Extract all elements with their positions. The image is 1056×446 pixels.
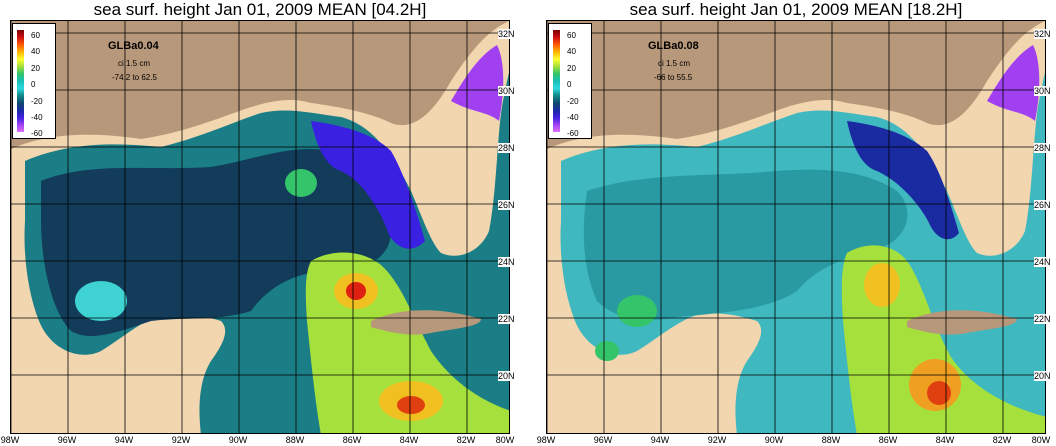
- color-legend: 60 40 20 0 -20 -40 -60: [548, 23, 592, 139]
- south-high-center: [397, 396, 425, 414]
- graticule: [547, 21, 1045, 433]
- lon-label: 80W: [495, 435, 515, 445]
- legend-tick: 20: [31, 64, 40, 73]
- map-frame: [546, 20, 1046, 434]
- lon-label: 84W: [399, 435, 419, 445]
- map-frame: [10, 20, 510, 434]
- legend-colorbar: [17, 30, 24, 132]
- legend-tick: 0: [567, 80, 572, 89]
- warm-core-center: [346, 282, 366, 300]
- legend-tick: -60: [567, 129, 579, 138]
- lon-label: 94W: [650, 435, 670, 445]
- lon-label: 96W: [57, 435, 77, 445]
- legend-tick: -40: [31, 113, 43, 122]
- lat-label: 30N: [498, 86, 528, 96]
- lat-label: 22N: [1034, 314, 1056, 324]
- legend-tick: -20: [567, 97, 579, 106]
- legend-colorbar: [553, 30, 560, 132]
- model-label: GLBa0.04: [108, 40, 159, 52]
- lon-label: 86W: [342, 435, 362, 445]
- lon-label: 86W: [878, 435, 898, 445]
- color-legend: 60 40 20 0 -20 -40 -60: [12, 23, 56, 139]
- legend-tick: 60: [567, 31, 576, 40]
- lat-label: 32N: [1034, 29, 1056, 39]
- legend-tick: 20: [567, 64, 576, 73]
- lon-label: 90W: [764, 435, 784, 445]
- lat-label: 28N: [498, 143, 528, 153]
- map-panel-left: sea surf. height Jan 01, 2009 MEAN [04.2…: [0, 0, 528, 446]
- cuba-island: [907, 310, 1017, 335]
- lon-label: 96W: [593, 435, 613, 445]
- legend-tick: -20: [31, 97, 43, 106]
- legend-tick: 0: [31, 80, 36, 89]
- shelf-low-anomaly: [847, 121, 959, 240]
- lat-label: 20N: [1034, 371, 1056, 381]
- mid-water-region: [583, 169, 908, 320]
- value-range: -66 to 55.5: [654, 73, 693, 82]
- legend-tick: -40: [567, 113, 579, 122]
- lat-label: 30N: [1034, 86, 1056, 96]
- lon-label: 98W: [536, 435, 556, 445]
- lat-label: 26N: [498, 200, 528, 210]
- map-panel-right: sea surf. height Jan 01, 2009 MEAN [18.2…: [536, 0, 1056, 446]
- lon-label: 82W: [992, 435, 1012, 445]
- panel-title: sea surf. height Jan 01, 2009 MEAN [18.2…: [629, 0, 963, 19]
- east-low-anomaly: [987, 45, 1040, 121]
- panel-title: sea surf. height Jan 01, 2009 MEAN [04.2…: [93, 0, 427, 19]
- warm-core-peak: [864, 263, 900, 307]
- sea-surface-height-map: [11, 21, 509, 433]
- contour-interval: ci 1.5 cm: [118, 59, 151, 68]
- model-label: GLBa0.08: [648, 40, 699, 52]
- legend-tick: -60: [31, 129, 43, 138]
- graticule: [11, 21, 509, 433]
- lon-label: 92W: [707, 435, 727, 445]
- lat-label: 24N: [498, 257, 528, 267]
- lon-label: 94W: [114, 435, 134, 445]
- west-eddy: [75, 281, 127, 321]
- lat-label: 32N: [498, 29, 528, 39]
- lon-label: 80W: [1031, 435, 1051, 445]
- lat-label: 20N: [498, 371, 528, 381]
- legend-tick: 60: [31, 31, 40, 40]
- north-eddy: [285, 169, 317, 197]
- lon-label: 88W: [285, 435, 305, 445]
- lat-label: 28N: [1034, 143, 1056, 153]
- east-low-anomaly: [451, 45, 504, 121]
- shelf-low-anomaly: [311, 121, 425, 249]
- lon-label: 92W: [171, 435, 191, 445]
- legend-tick: 40: [31, 47, 40, 56]
- west-eddy-small: [595, 341, 619, 361]
- contour-interval: ci 1.5 cm: [658, 59, 691, 68]
- lon-label: 82W: [456, 435, 476, 445]
- lon-label: 88W: [821, 435, 841, 445]
- sea-surface-height-map: [547, 21, 1045, 433]
- south-high-center: [927, 381, 951, 405]
- lat-label: 22N: [498, 314, 528, 324]
- lon-label: 90W: [228, 435, 248, 445]
- value-range: -74.2 to 62.5: [112, 73, 157, 82]
- cuba-island: [371, 310, 481, 335]
- lon-label: 84W: [935, 435, 955, 445]
- legend-tick: 40: [567, 47, 576, 56]
- lon-label: 98W: [0, 435, 20, 445]
- west-eddy: [617, 295, 657, 327]
- lat-label: 26N: [1034, 200, 1056, 210]
- lat-label: 24N: [1034, 257, 1056, 267]
